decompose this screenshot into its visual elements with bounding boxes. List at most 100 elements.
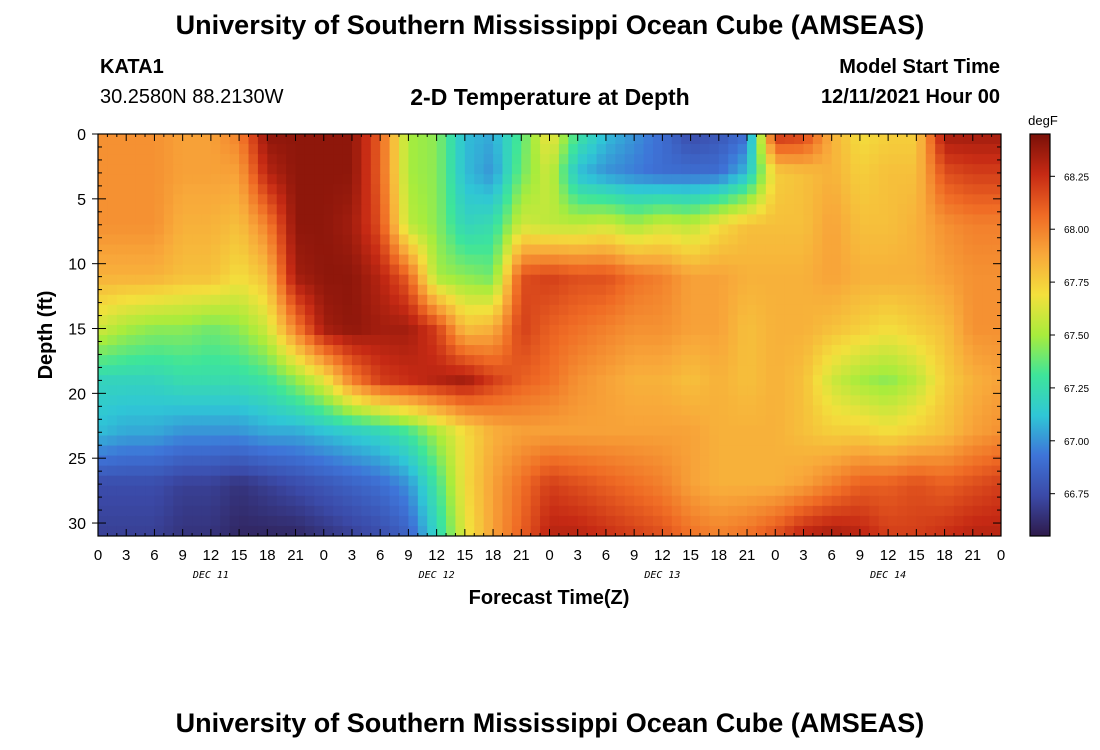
heatmap-cell bbox=[831, 335, 842, 346]
heatmap-cell bbox=[972, 274, 983, 286]
heatmap-cell bbox=[765, 455, 776, 467]
heatmap-cell bbox=[991, 375, 1001, 386]
heatmap-cell bbox=[192, 134, 203, 145]
heatmap-cell bbox=[577, 244, 588, 256]
heatmap-cell bbox=[991, 425, 1001, 437]
heatmap-cell bbox=[530, 254, 541, 266]
heatmap-cell bbox=[239, 365, 250, 376]
heatmap-cell bbox=[436, 435, 447, 447]
heatmap-cell bbox=[201, 495, 212, 507]
heatmap-cell bbox=[502, 264, 513, 276]
heatmap-cell bbox=[257, 154, 268, 165]
heatmap-cell bbox=[972, 224, 983, 236]
heatmap-cell bbox=[812, 505, 823, 517]
heatmap-cell bbox=[869, 134, 880, 145]
heatmap-cell bbox=[107, 294, 118, 306]
heatmap-cell bbox=[897, 455, 908, 467]
heatmap-cell bbox=[878, 385, 889, 396]
heatmap-cell bbox=[239, 214, 250, 226]
heatmap-cell bbox=[135, 214, 146, 226]
heatmap-cell bbox=[859, 515, 870, 527]
heatmap-cell bbox=[304, 154, 315, 165]
heatmap-cell bbox=[417, 154, 428, 165]
heatmap-cell bbox=[370, 214, 381, 226]
heatmap-cell bbox=[455, 465, 466, 477]
heatmap-cell bbox=[380, 475, 391, 487]
heatmap-cell bbox=[116, 184, 127, 195]
heatmap-cell bbox=[643, 234, 654, 246]
heatmap-cell bbox=[399, 475, 410, 487]
heatmap-cell bbox=[314, 284, 325, 296]
heatmap-cell bbox=[361, 475, 372, 487]
heatmap-cell bbox=[850, 304, 861, 316]
heatmap-cell bbox=[728, 435, 739, 447]
heatmap-cell bbox=[229, 485, 240, 497]
heatmap-cell bbox=[436, 174, 447, 185]
heatmap-cell bbox=[173, 324, 184, 336]
heatmap-cell bbox=[530, 375, 541, 386]
heatmap-cell bbox=[662, 385, 673, 396]
heatmap-cell bbox=[408, 324, 419, 336]
heatmap-cell bbox=[154, 335, 165, 346]
heatmap-cell bbox=[888, 194, 899, 205]
heatmap-cell bbox=[671, 294, 682, 306]
heatmap-cell bbox=[464, 335, 475, 346]
heatmap-cell bbox=[916, 154, 927, 165]
x-tick-label: 3 bbox=[348, 547, 356, 564]
heatmap-cell bbox=[822, 164, 833, 175]
heatmap-cell bbox=[935, 485, 946, 497]
heatmap-cell bbox=[182, 355, 193, 366]
heatmap-cell bbox=[370, 324, 381, 336]
heatmap-cell bbox=[210, 355, 221, 366]
heatmap-cell bbox=[239, 254, 250, 266]
heatmap-cell bbox=[135, 405, 146, 416]
heatmap-cell bbox=[822, 445, 833, 457]
heatmap-cell bbox=[652, 435, 663, 447]
heatmap-cell bbox=[530, 284, 541, 296]
heatmap-cell bbox=[380, 445, 391, 457]
heatmap-cell bbox=[822, 505, 833, 517]
heatmap-cell bbox=[690, 455, 701, 467]
heatmap-cell bbox=[718, 405, 729, 416]
heatmap-cell bbox=[709, 495, 720, 507]
heatmap-cell bbox=[163, 174, 174, 185]
heatmap-cell bbox=[163, 415, 174, 427]
heatmap-cell bbox=[192, 505, 203, 517]
heatmap-cell bbox=[634, 415, 645, 427]
heatmap-cell bbox=[822, 174, 833, 185]
heatmap-cell bbox=[953, 485, 964, 497]
heatmap-cell bbox=[690, 355, 701, 366]
heatmap-cell bbox=[982, 415, 993, 427]
heatmap-cell bbox=[568, 415, 579, 427]
heatmap-cell bbox=[408, 425, 419, 437]
heatmap-cell bbox=[841, 405, 852, 416]
heatmap-cell bbox=[304, 224, 315, 236]
heatmap-cell bbox=[98, 365, 109, 376]
heatmap-cell bbox=[558, 284, 569, 296]
heatmap-cell bbox=[671, 365, 682, 376]
heatmap-cell bbox=[304, 264, 315, 276]
heatmap-cell bbox=[173, 144, 184, 155]
heatmap-cell bbox=[173, 475, 184, 487]
heatmap-cell bbox=[803, 204, 814, 215]
heatmap-cell bbox=[850, 445, 861, 457]
heatmap-cell bbox=[107, 385, 118, 396]
heatmap-cell bbox=[399, 415, 410, 427]
heatmap-cell bbox=[436, 224, 447, 236]
heatmap-cell bbox=[210, 405, 221, 416]
heatmap-cell bbox=[756, 254, 767, 266]
heatmap-cell bbox=[549, 465, 560, 477]
heatmap-cell bbox=[408, 445, 419, 457]
heatmap-cell bbox=[747, 134, 758, 145]
heatmap-cell bbox=[558, 465, 569, 477]
heatmap-cell bbox=[304, 184, 315, 195]
heatmap-cell bbox=[276, 314, 287, 326]
heatmap-cell bbox=[304, 304, 315, 316]
heatmap-cell bbox=[944, 355, 955, 366]
heatmap-cell bbox=[718, 174, 729, 185]
heatmap-cell bbox=[596, 324, 607, 336]
heatmap-cell bbox=[521, 455, 532, 467]
heatmap-cell bbox=[700, 445, 711, 457]
heatmap-cell bbox=[803, 455, 814, 467]
heatmap-cell bbox=[784, 194, 795, 205]
